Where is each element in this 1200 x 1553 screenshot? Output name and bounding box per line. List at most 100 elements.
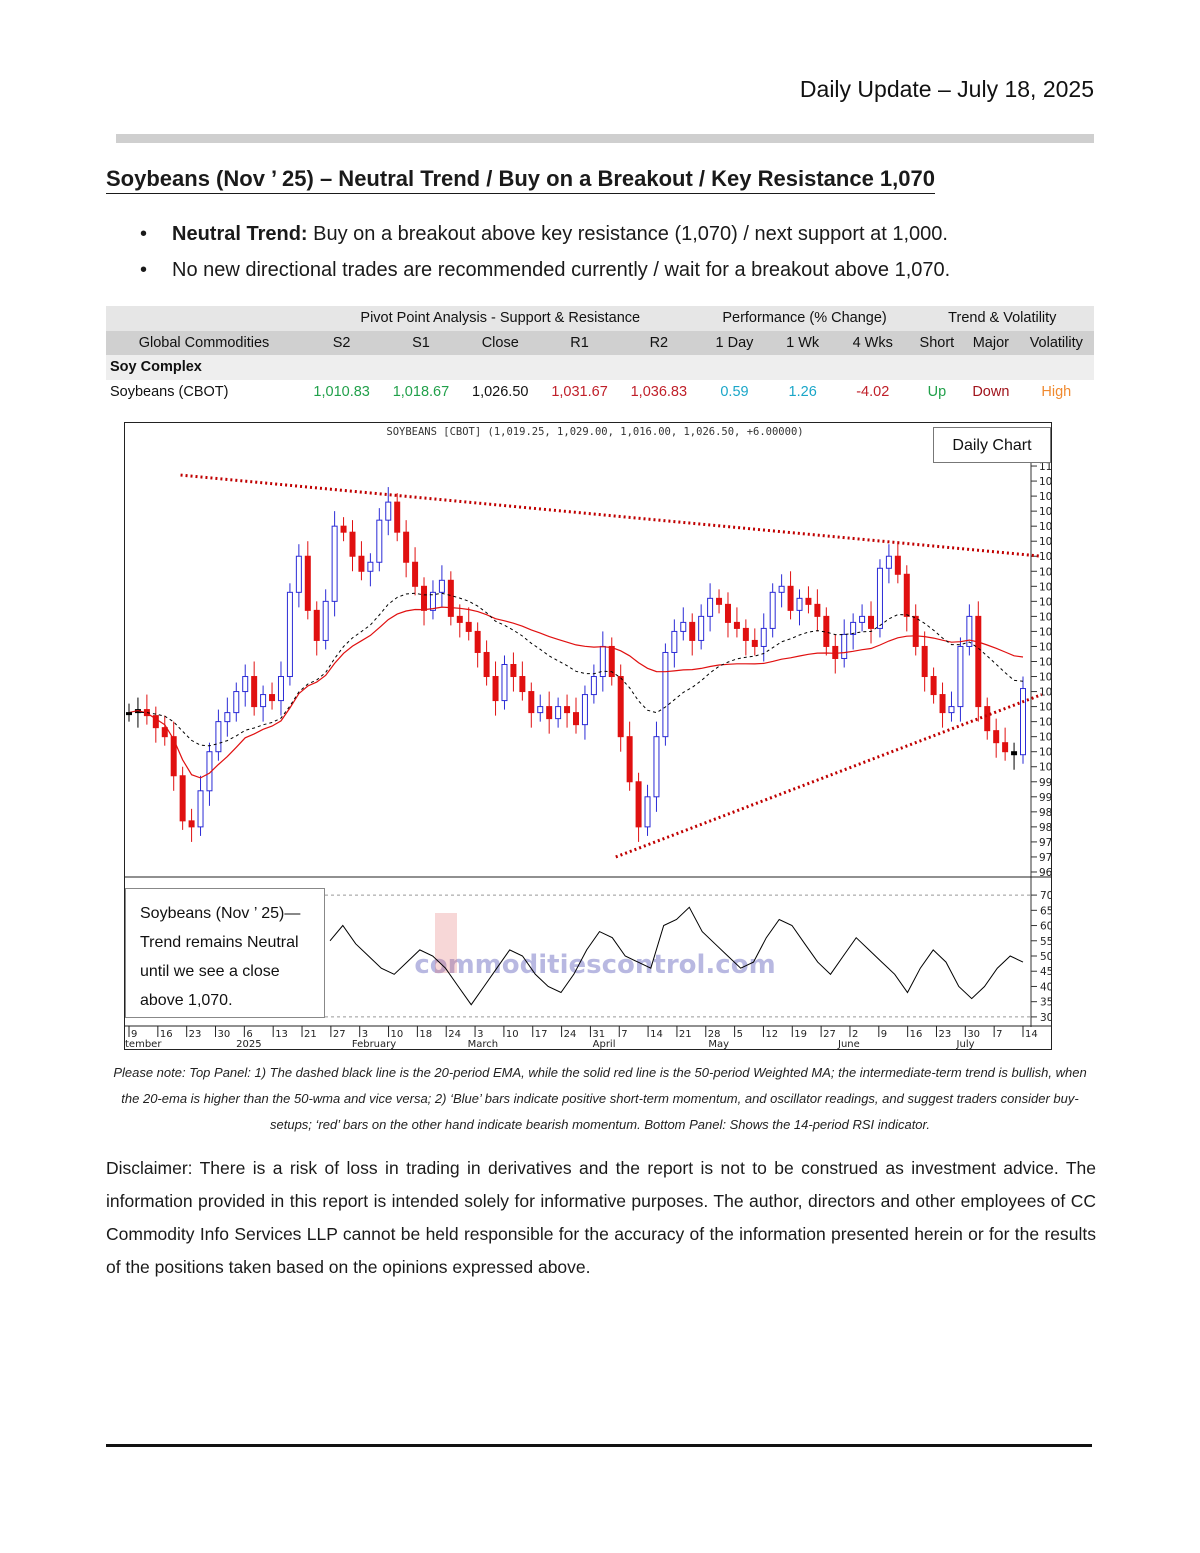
candle-body xyxy=(501,663,508,702)
bottom-divider xyxy=(106,1444,1092,1447)
s1-value: 1,018.67 xyxy=(381,379,461,404)
header-cell: 4 Wks xyxy=(834,330,911,355)
candle-body xyxy=(456,615,463,623)
candle-body xyxy=(304,555,311,611)
trendline xyxy=(180,473,1042,558)
candle-body xyxy=(546,706,553,720)
price-tick-label: 1100 xyxy=(1039,461,1051,473)
date-tick-label: 9 xyxy=(131,1029,137,1040)
candle-body xyxy=(447,579,454,617)
perf-1day: 0.59 xyxy=(698,379,771,404)
date-tick-label: 19 xyxy=(794,1029,807,1040)
date-tick-label: 13 xyxy=(275,1029,288,1040)
candle-body xyxy=(868,615,875,629)
date-tick-label: 7 xyxy=(621,1029,627,1040)
rsi-tick-label: 70 xyxy=(1040,890,1051,902)
candle-body xyxy=(751,639,758,647)
group-blank xyxy=(106,306,302,331)
bullet-no-trades: • No new directional trades are recommend… xyxy=(140,259,950,282)
candle-body xyxy=(260,694,267,708)
bullet-text: No new directional trades are recommende… xyxy=(172,259,951,281)
candle-body xyxy=(564,706,571,714)
date-tick-label: 3 xyxy=(477,1029,483,1040)
price-tick-label: 1060 xyxy=(1039,581,1051,593)
header-cell: Volatility xyxy=(1018,330,1094,355)
date-tick-label: 23 xyxy=(189,1029,202,1040)
date-tick-label: 10 xyxy=(506,1029,519,1040)
price-tick-label: 1085 xyxy=(1039,506,1051,518)
close-value: 1,026.50 xyxy=(460,379,540,404)
date-tick-label: 17 xyxy=(535,1029,548,1040)
candle-body xyxy=(277,676,284,702)
date-tick-label: 27 xyxy=(333,1029,346,1040)
candle-body xyxy=(716,597,723,605)
candle-body xyxy=(698,615,705,641)
candle-body xyxy=(662,651,669,738)
header-cell: Global Commodities xyxy=(106,330,302,355)
candle-body xyxy=(403,531,410,563)
candle-body xyxy=(269,694,276,702)
note-line: Soybeans (Nov ’ 25)— xyxy=(140,905,301,922)
candle-body xyxy=(778,585,785,593)
candle-body xyxy=(367,561,374,572)
date-tick-label: 7 xyxy=(996,1029,1002,1040)
date-tick-label: 16 xyxy=(160,1029,173,1040)
rsi-tick-label: 40 xyxy=(1040,981,1051,993)
price-tick-label: 1005 xyxy=(1039,747,1051,759)
ema20-line xyxy=(128,592,1024,747)
date-tick-label: 30 xyxy=(218,1029,231,1040)
candle-body xyxy=(394,501,401,533)
candle-body xyxy=(340,525,347,533)
candle-body xyxy=(519,676,526,693)
date-tick-label: 24 xyxy=(564,1029,577,1040)
candle-body xyxy=(242,676,249,693)
candle-body xyxy=(850,621,857,635)
date-tick-label: 28 xyxy=(708,1029,721,1040)
candle-body xyxy=(286,591,293,678)
watermark-text: commoditiescontrol.com xyxy=(414,950,775,980)
date-tick-label: 30 xyxy=(967,1029,980,1040)
month-label: March xyxy=(468,1039,498,1049)
price-tick-label: 1035 xyxy=(1039,656,1051,668)
candle-body xyxy=(215,721,222,753)
perf-1wk: 1.26 xyxy=(770,379,835,404)
bullet-text: Buy on a breakout above key resistance (… xyxy=(307,223,948,245)
candle-body xyxy=(760,627,767,647)
daily-chart-badge: Daily Chart xyxy=(933,427,1051,463)
candle-body xyxy=(251,676,258,708)
note-line: until we see a close xyxy=(140,963,280,980)
bullet-bold: Neutral Trend: xyxy=(172,223,308,245)
price-tick-label: 1000 xyxy=(1039,762,1051,774)
bullet-dot: • xyxy=(140,259,148,281)
month-label: July xyxy=(956,1039,975,1049)
date-tick-label: 21 xyxy=(679,1029,692,1040)
date-tick-label: 27 xyxy=(823,1029,836,1040)
candle-body xyxy=(707,597,714,617)
section-label: Soy Complex xyxy=(106,355,1094,380)
candle-body xyxy=(689,621,696,641)
header-cell: Short xyxy=(910,330,964,355)
price-tick-label: 1055 xyxy=(1039,596,1051,608)
candle-body xyxy=(930,676,937,696)
header-cell: S2 xyxy=(302,330,382,355)
report-date: Daily Update – July 18, 2025 xyxy=(799,76,1094,102)
table-group-row: Pivot Point Analysis - Support & Resista… xyxy=(106,306,1094,331)
price-tick-label: 965 xyxy=(1039,867,1051,879)
candle-body xyxy=(894,555,901,575)
price-tick-label: 1075 xyxy=(1039,536,1051,548)
month-label: June xyxy=(837,1039,860,1049)
candle-body xyxy=(653,736,660,798)
rsi-tick-label: 55 xyxy=(1040,936,1051,948)
date-tick-label: 23 xyxy=(938,1029,951,1040)
candle-body xyxy=(671,630,678,653)
s2-value: 1,010.83 xyxy=(302,379,382,404)
price-tick-label: 1040 xyxy=(1039,641,1051,653)
header-cell: S1 xyxy=(381,330,461,355)
month-label: February xyxy=(352,1039,396,1049)
candle-body xyxy=(492,676,499,702)
candle-body xyxy=(465,621,472,632)
candle-body xyxy=(474,630,481,653)
pivot-table: Pivot Point Analysis - Support & Resista… xyxy=(106,306,1094,404)
price-tick-label: 1020 xyxy=(1039,702,1051,714)
